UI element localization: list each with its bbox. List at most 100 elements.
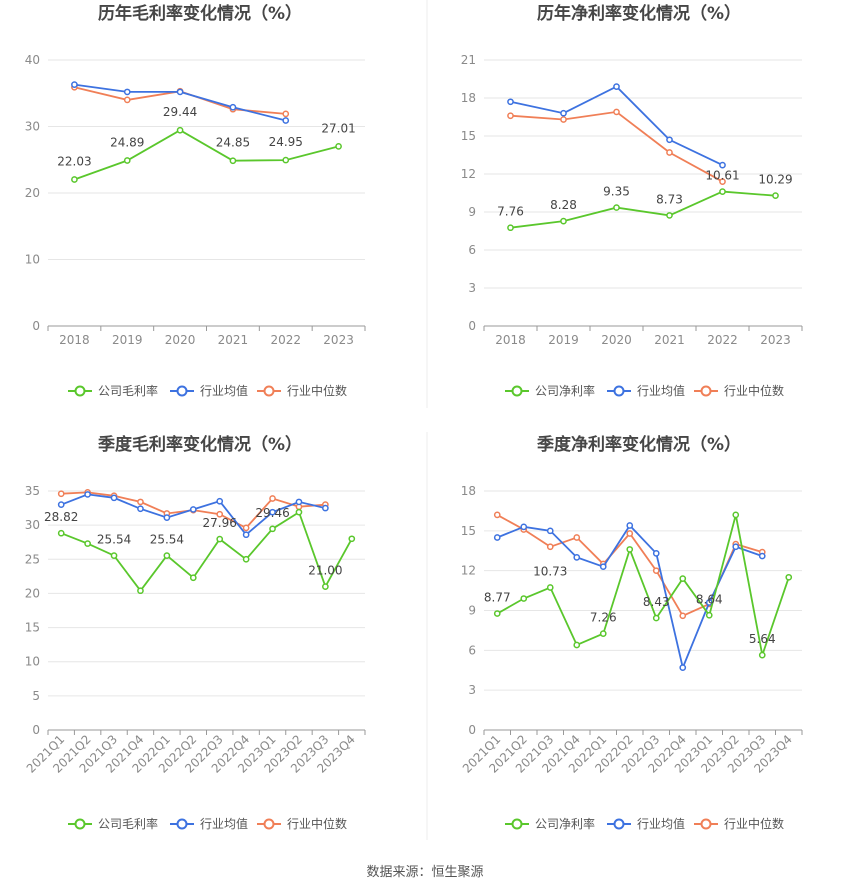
legend-item-avg[interactable]: 行业均值 bbox=[607, 383, 685, 398]
legend-item-company[interactable]: 公司净利率 bbox=[505, 816, 595, 831]
data-point-avg[interactable] bbox=[758, 552, 766, 560]
data-point-avg[interactable] bbox=[560, 109, 567, 117]
data-point-median[interactable] bbox=[626, 530, 634, 537]
data-point-median[interactable] bbox=[613, 108, 620, 116]
data-point-company[interactable] bbox=[493, 610, 501, 617]
data-point-company[interactable] bbox=[758, 651, 766, 659]
data-point-company[interactable] bbox=[71, 176, 78, 183]
data-point-company[interactable] bbox=[335, 143, 342, 150]
data-point-company[interactable] bbox=[560, 217, 567, 225]
data-point-company[interactable] bbox=[322, 583, 329, 590]
legend-item-median[interactable]: 行业中位数 bbox=[694, 383, 784, 398]
legend-item-median[interactable]: 行业中位数 bbox=[257, 383, 347, 398]
data-point-company[interactable] bbox=[520, 595, 528, 602]
data-point-company[interactable] bbox=[785, 573, 793, 581]
legend-item-company[interactable]: 公司净利率 bbox=[505, 383, 595, 398]
legend-item-median[interactable]: 行业中位数 bbox=[694, 816, 784, 831]
legend-item-avg[interactable]: 行业均值 bbox=[170, 816, 248, 831]
data-point-company[interactable] bbox=[176, 126, 184, 134]
data-point-avg[interactable] bbox=[71, 81, 78, 88]
data-point-company[interactable] bbox=[269, 525, 276, 533]
data-point-company[interactable] bbox=[666, 212, 673, 219]
legend-item-avg[interactable]: 行业均值 bbox=[170, 383, 248, 398]
data-point-avg[interactable] bbox=[322, 504, 329, 512]
data-point-company[interactable] bbox=[242, 555, 250, 563]
data-point-company[interactable] bbox=[599, 630, 607, 637]
data-point-median[interactable] bbox=[57, 490, 65, 498]
data-point-avg[interactable] bbox=[189, 506, 197, 513]
data-point-avg[interactable] bbox=[123, 88, 131, 96]
data-point-company[interactable] bbox=[57, 529, 65, 537]
legend-marker bbox=[613, 385, 625, 397]
data-point-avg[interactable] bbox=[546, 527, 554, 535]
legend-item-company[interactable]: 公司毛利率 bbox=[68, 383, 158, 398]
data-point-avg[interactable] bbox=[666, 136, 673, 144]
data-point-median[interactable] bbox=[666, 149, 673, 156]
data-point-company[interactable] bbox=[772, 192, 779, 200]
data-point-company[interactable] bbox=[507, 224, 514, 232]
data-point-avg[interactable] bbox=[84, 491, 91, 498]
data-point-company[interactable] bbox=[348, 535, 356, 543]
data-point-avg[interactable] bbox=[520, 523, 528, 531]
data-point-avg[interactable] bbox=[679, 664, 687, 671]
data-point-company[interactable] bbox=[282, 156, 290, 164]
data-point-company[interactable] bbox=[705, 611, 713, 619]
data-point-avg[interactable] bbox=[493, 534, 501, 541]
data-point-avg[interactable] bbox=[110, 494, 118, 502]
data-point-avg[interactable] bbox=[163, 514, 171, 521]
data-point-avg[interactable] bbox=[507, 98, 514, 106]
data-point-median[interactable] bbox=[652, 567, 660, 575]
data-point-company[interactable] bbox=[613, 204, 620, 211]
data-point-median[interactable] bbox=[123, 96, 131, 104]
data-point-avg[interactable] bbox=[269, 508, 276, 516]
data-point-company[interactable] bbox=[652, 614, 660, 622]
data-point-company[interactable] bbox=[573, 641, 581, 649]
data-point-avg[interactable] bbox=[137, 505, 144, 513]
data-point-avg[interactable] bbox=[599, 563, 607, 571]
data-point-avg[interactable] bbox=[652, 550, 660, 557]
data-point-company[interactable] bbox=[295, 508, 303, 516]
data-point-avg[interactable] bbox=[176, 88, 184, 96]
data-point-company[interactable] bbox=[163, 552, 171, 559]
data-point-median[interactable] bbox=[719, 178, 726, 185]
data-point-company[interactable] bbox=[123, 157, 131, 164]
data-point-median[interactable] bbox=[679, 612, 687, 620]
data-point-avg[interactable] bbox=[216, 497, 224, 505]
data-point-median[interactable] bbox=[560, 116, 567, 123]
data-point-avg[interactable] bbox=[626, 522, 634, 529]
data-point-median[interactable] bbox=[216, 510, 224, 518]
data-point-median[interactable] bbox=[242, 524, 250, 532]
data-point-company[interactable] bbox=[84, 540, 91, 547]
data-point-avg[interactable] bbox=[57, 501, 65, 509]
data-point-company[interactable] bbox=[626, 546, 634, 553]
data-point-company[interactable] bbox=[110, 552, 118, 559]
data-point-company[interactable] bbox=[189, 574, 197, 582]
data-point-avg[interactable] bbox=[295, 498, 303, 506]
data-point-avg[interactable] bbox=[242, 531, 250, 539]
legend-item-median[interactable]: 行业中位数 bbox=[257, 816, 347, 831]
data-point-median[interactable] bbox=[269, 495, 276, 502]
data-point-company[interactable] bbox=[732, 511, 740, 519]
data-point-company[interactable] bbox=[719, 188, 726, 195]
data-point-avg[interactable] bbox=[732, 543, 740, 551]
data-point-median[interactable] bbox=[546, 543, 554, 551]
data-point-median[interactable] bbox=[493, 511, 501, 519]
legend-label: 行业均值 bbox=[637, 816, 685, 831]
data-point-median[interactable] bbox=[573, 534, 581, 541]
data-point-company[interactable] bbox=[546, 584, 554, 591]
data-point-avg[interactable] bbox=[719, 161, 726, 169]
data-point-avg[interactable] bbox=[229, 103, 237, 111]
data-point-avg[interactable] bbox=[613, 83, 620, 90]
y-tick-label: 20 bbox=[25, 586, 40, 600]
data-point-company[interactable] bbox=[229, 157, 237, 165]
data-point-company[interactable] bbox=[679, 575, 687, 582]
data-point-avg[interactable] bbox=[282, 117, 290, 124]
data-point-median[interactable] bbox=[282, 110, 290, 118]
data-point-company[interactable] bbox=[216, 535, 224, 543]
data-point-median[interactable] bbox=[507, 112, 514, 120]
data-point-median[interactable] bbox=[137, 498, 144, 506]
legend-item-avg[interactable]: 行业均值 bbox=[607, 816, 685, 831]
data-point-company[interactable] bbox=[137, 587, 144, 595]
legend-item-company[interactable]: 公司毛利率 bbox=[68, 816, 158, 831]
data-point-avg[interactable] bbox=[573, 554, 581, 561]
